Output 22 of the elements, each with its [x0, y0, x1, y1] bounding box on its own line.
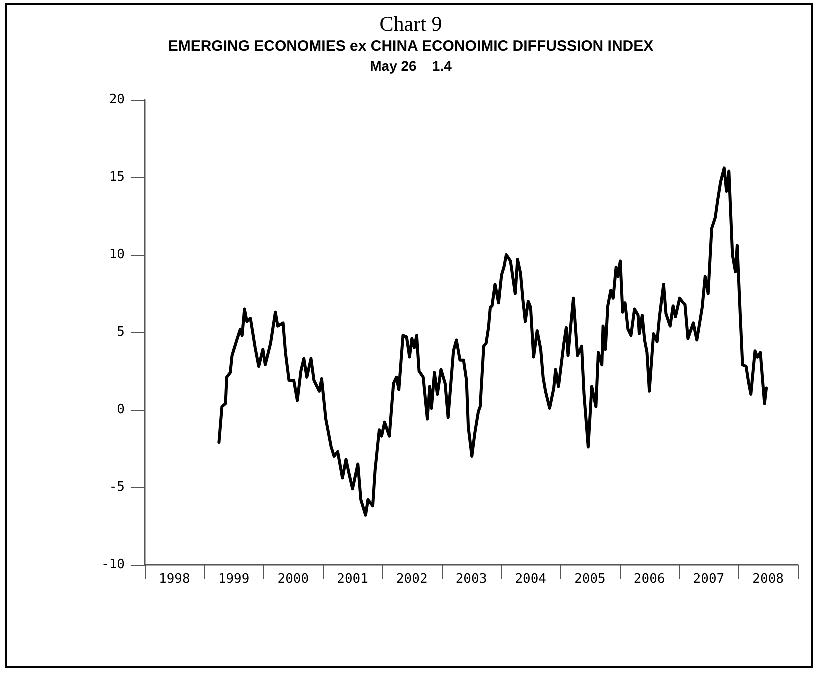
chart-title: Chart 9	[378, 12, 444, 37]
x-tick-label: 1999	[218, 572, 250, 587]
x-tick-label: 2006	[634, 572, 666, 587]
y-tick-label: 20	[109, 92, 125, 108]
x-tick-label: 1998	[159, 572, 190, 587]
x-tick-label: 2002	[396, 572, 428, 587]
y-tick-label: -5	[109, 480, 125, 495]
x-tick-label: 2001	[337, 572, 368, 587]
y-tick-label: 0	[117, 402, 125, 418]
y-tick-label: 15	[109, 170, 125, 185]
x-tick-label: 2000	[278, 572, 310, 587]
x-tick-label: 2003	[456, 572, 488, 587]
y-tick-label: 5	[117, 325, 125, 340]
chart-subtitle: EMERGING ECONOMIES ex CHINA ECONOIMIC DIFFUSSION INDEX	[167, 38, 655, 55]
x-tick-label: 2008	[752, 572, 784, 587]
x-tick-label: 2004	[515, 572, 547, 587]
line-series	[218, 166, 768, 517]
y-tick-label: -10	[102, 558, 125, 572]
y-tick-label: 10	[109, 248, 125, 262]
x-tick-label: 2005	[574, 572, 606, 587]
x-tick-label: 2007	[693, 572, 725, 587]
text: May 26 1.4	[369, 58, 453, 74]
